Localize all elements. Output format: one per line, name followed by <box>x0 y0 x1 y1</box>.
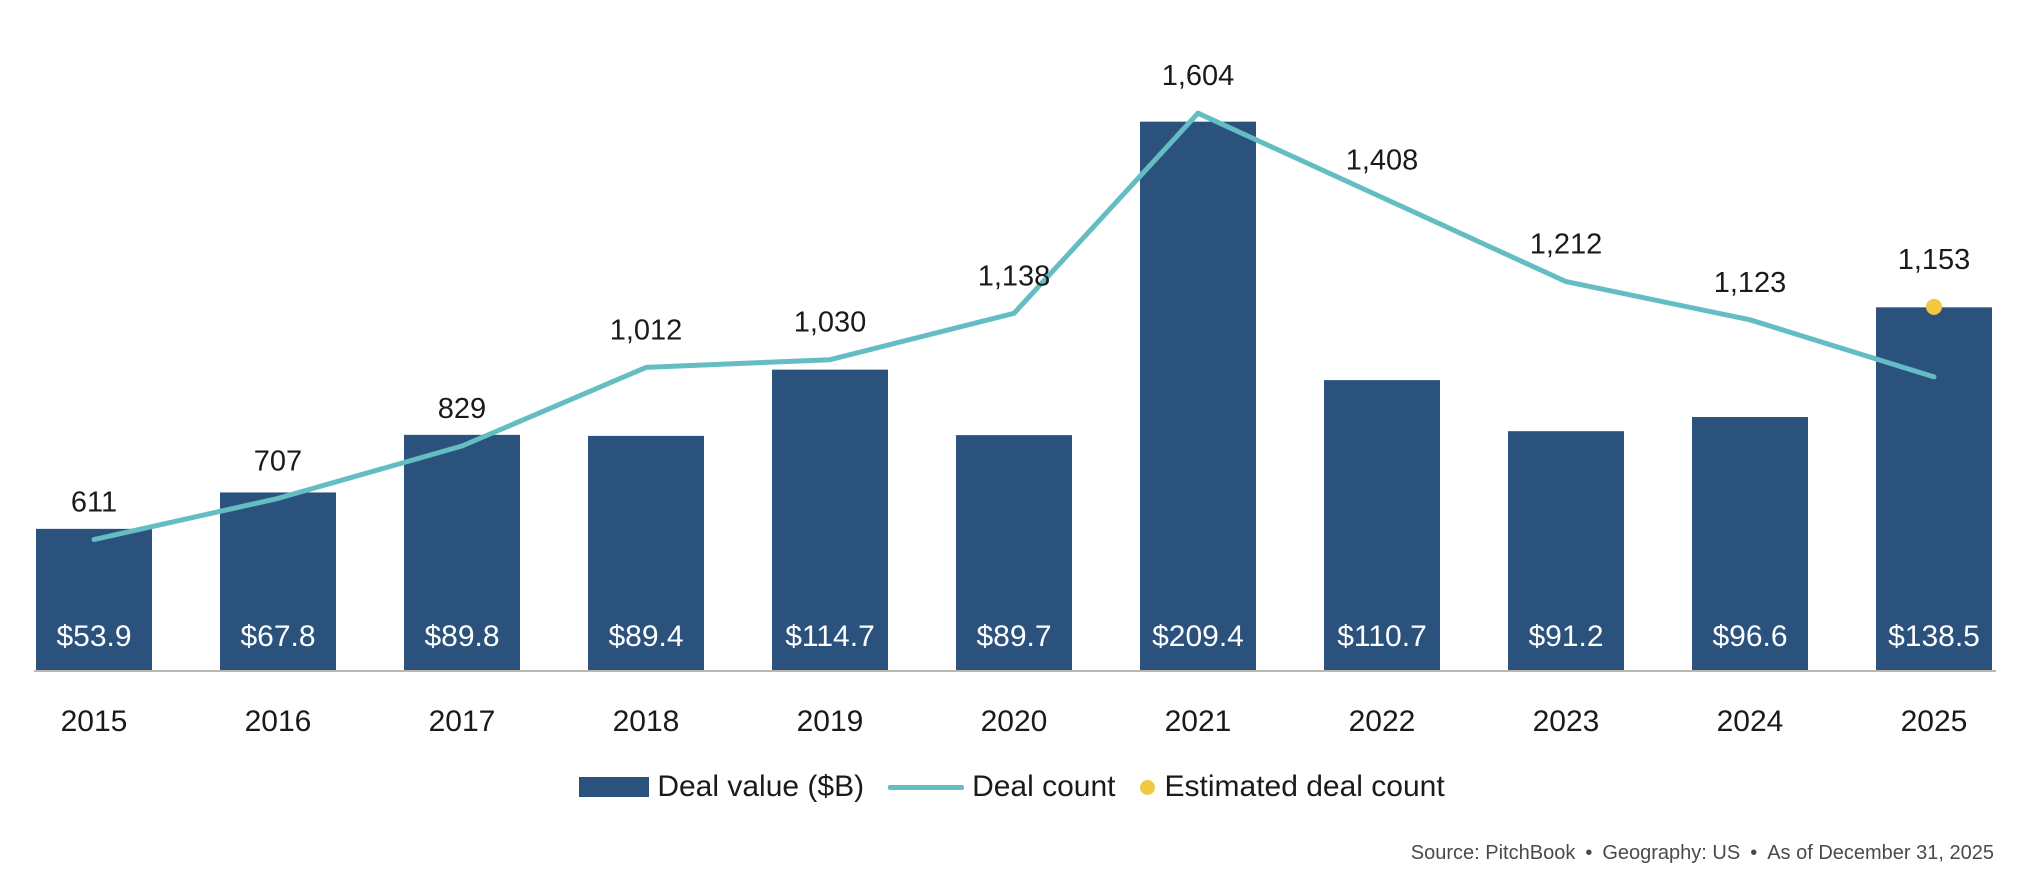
deal-count-label: 611 <box>71 487 117 519</box>
bar-2018 <box>588 435 704 670</box>
legend: Deal value ($B) Deal count Estimated dea… <box>0 770 2024 804</box>
chart: $53.9 $67.8 $89.8 $89.4 $114.7 $89.7 $209.4 $11… <box>34 60 1996 738</box>
bar-swatch-icon <box>579 777 650 797</box>
bar-value-label: $209.4 <box>1152 620 1244 653</box>
dot-swatch-icon <box>1139 779 1155 795</box>
legend-label-deal-count: Deal count <box>972 770 1116 803</box>
estimated-count-dot <box>1926 298 1942 315</box>
deal-count-label: 1,212 <box>1530 229 1603 261</box>
bar-2022 <box>1324 380 1440 670</box>
deal-count-label: 1,408 <box>1346 144 1419 176</box>
bar-value-label: $91.2 <box>1528 620 1603 653</box>
source-text: Source: PitchBook <box>1410 842 1576 864</box>
legend-label-estimated-count: Estimated deal count <box>1164 770 1445 803</box>
bar-value-label: $89.4 <box>608 620 683 653</box>
x-tick-label: 2023 <box>1533 705 1600 738</box>
separator-dot: • <box>1585 842 1593 864</box>
bar-value-label: $53.9 <box>56 620 131 653</box>
geography-text: Geography: US <box>1602 842 1741 864</box>
separator-dot: • <box>1750 842 1758 864</box>
bar-2017 <box>404 434 520 670</box>
estimated-count-label: 1,153 <box>1898 244 1971 276</box>
deal-count-label: 707 <box>254 445 302 477</box>
bar-value-label: $96.6 <box>1712 620 1787 653</box>
x-tick-label: 2024 <box>1717 705 1784 738</box>
deal-count-labels: 611 707 829 1,012 1,030 1,138 1,604 1,408 1,212 1… <box>71 60 1935 540</box>
x-tick-label: 2016 <box>245 705 312 738</box>
x-tick-label: 2017 <box>429 705 496 738</box>
bars-layer <box>36 121 1992 670</box>
deal-count-label: 1,138 <box>978 260 1051 292</box>
x-tick-label: 2019 <box>797 705 864 738</box>
bar-value-label: $89.8 <box>424 620 499 653</box>
legend-item-deal-value[interactable]: Deal value ($B) <box>579 770 864 804</box>
deal-count-label: 1,012 <box>610 314 683 346</box>
deal-count-label: 1,123 <box>1714 267 1787 299</box>
line-swatch-icon <box>888 784 965 790</box>
bar-2016 <box>220 492 336 670</box>
bar-2023 <box>1508 431 1624 670</box>
x-tick-label: 2025 <box>1901 705 1968 738</box>
source-note: Source: PitchBook • Geography: US • As of De… <box>1411 842 1994 865</box>
bar-2019 <box>772 369 888 670</box>
bar-2024 <box>1692 417 1808 670</box>
bar-2020 <box>956 435 1072 670</box>
estimated-count-layer: 1,153 <box>1898 244 1971 315</box>
x-tick-label: 2015 <box>61 705 128 738</box>
x-tick-labels: 2015 2016 2017 2018 2019 2020 2021 2022 2023 2024… <box>61 705 1968 738</box>
bar-value-label: $138.5 <box>1888 620 1980 653</box>
legend-label-deal-value: Deal value ($B) <box>657 770 865 803</box>
bar-2025 <box>1876 307 1992 670</box>
bar-labels-layer: $53.9 $67.8 $89.8 $89.4 $114.7 $89.7 $209.4 $11… <box>56 620 1979 653</box>
legend-item-estimated-count[interactable]: Estimated deal count <box>1139 770 1445 804</box>
deal-count-label: 829 <box>438 393 486 425</box>
deal-count-label: 1,604 <box>1162 60 1235 92</box>
bar-value-label: $114.7 <box>785 620 875 653</box>
bar-2015 <box>36 528 152 670</box>
bar-value-label: $89.7 <box>976 620 1051 653</box>
bar-value-label: $67.8 <box>240 620 315 653</box>
as-of-text: As of December 31, 2025 <box>1767 842 1994 864</box>
legend-item-deal-count[interactable]: Deal count <box>888 770 1116 804</box>
bar-value-label: $110.7 <box>1337 620 1427 653</box>
bar-2021 <box>1140 121 1256 670</box>
x-tick-label: 2021 <box>1165 705 1232 738</box>
x-tick-label: 2018 <box>613 705 680 738</box>
deal-count-label: 1,030 <box>794 307 867 339</box>
x-tick-label: 2022 <box>1349 705 1416 738</box>
x-tick-label: 2020 <box>981 705 1048 738</box>
